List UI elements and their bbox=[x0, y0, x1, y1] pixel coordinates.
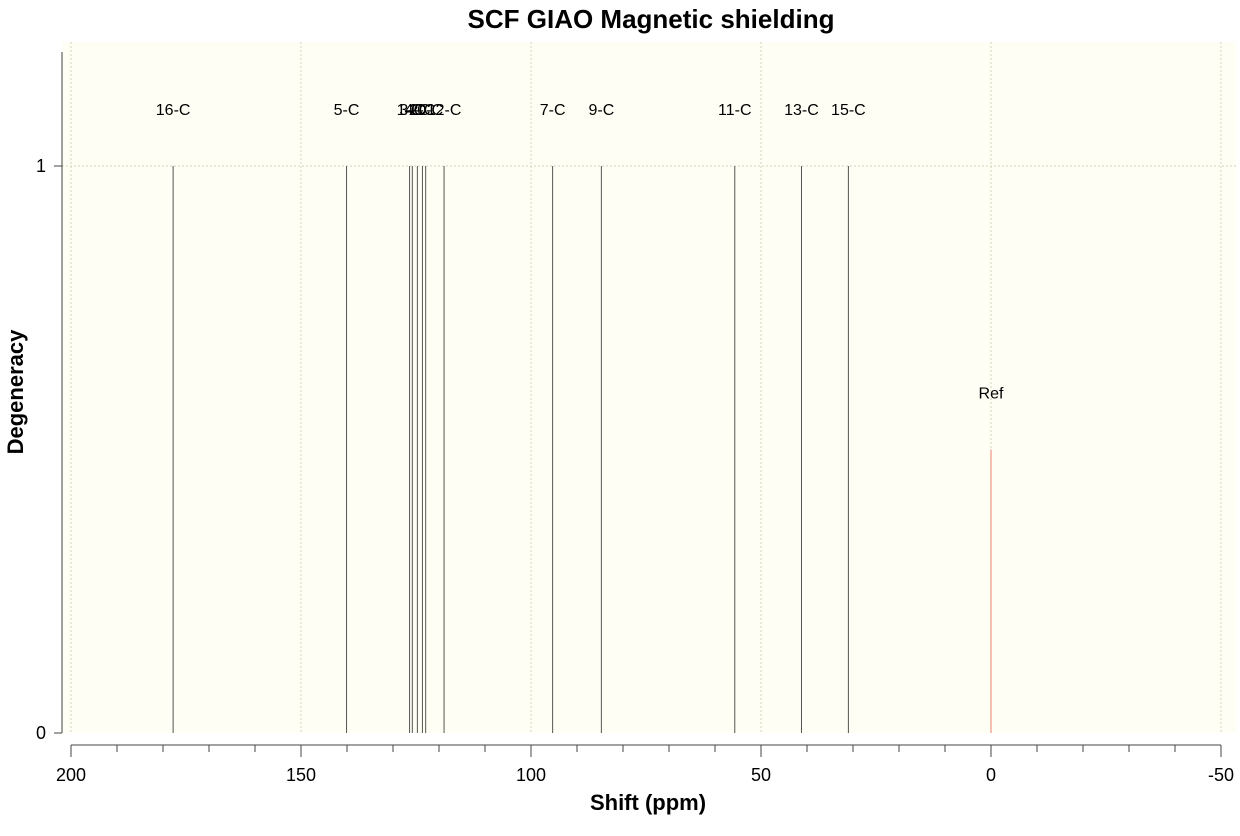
x-tick-label: 100 bbox=[516, 765, 546, 785]
chart-title: SCF GIAO Magnetic shielding bbox=[468, 4, 835, 34]
peak-label: 15-C bbox=[831, 102, 866, 119]
axes: 200 150 100 50 0 -50 0 1 bbox=[36, 52, 1234, 785]
peak-label: 13-C bbox=[784, 102, 819, 119]
peak-label: 1-C bbox=[397, 102, 423, 119]
peak-label: 5-C bbox=[334, 102, 360, 119]
peak-label: 3-C bbox=[399, 102, 425, 119]
peak-label: Ref bbox=[979, 386, 1004, 403]
peak-label: 2-C bbox=[410, 102, 436, 119]
peak-labels: 16-C 5-C 1-C3-C4-C2-C10-C12-C 7-C 9-C 11-C 13-… bbox=[156, 102, 1004, 403]
y-tick-label: 1 bbox=[36, 156, 46, 176]
peak-label: 9-C bbox=[588, 102, 614, 119]
x-axis-title: Shift (ppm) bbox=[590, 790, 706, 815]
peak-label: 11-C bbox=[718, 102, 752, 119]
x-tick-label: -50 bbox=[1208, 765, 1234, 785]
x-tick-label: 50 bbox=[751, 765, 771, 785]
peak-label: 12-C bbox=[427, 102, 462, 119]
plot-background bbox=[62, 42, 1236, 733]
x-tick-label: 0 bbox=[986, 765, 996, 785]
x-tick-label: 200 bbox=[56, 765, 86, 785]
peak-label: 4-C bbox=[404, 102, 430, 119]
x-tick-label: 150 bbox=[286, 765, 316, 785]
y-tick-label: 0 bbox=[36, 723, 46, 743]
peak-label: 10-C bbox=[408, 102, 443, 119]
peak-lines bbox=[172, 166, 992, 733]
peak-label: 16-C bbox=[156, 102, 191, 119]
y-axis-title: Degeneracy bbox=[3, 329, 28, 455]
grid-lines bbox=[62, 42, 1236, 733]
peak-label: 7-C bbox=[540, 102, 566, 119]
